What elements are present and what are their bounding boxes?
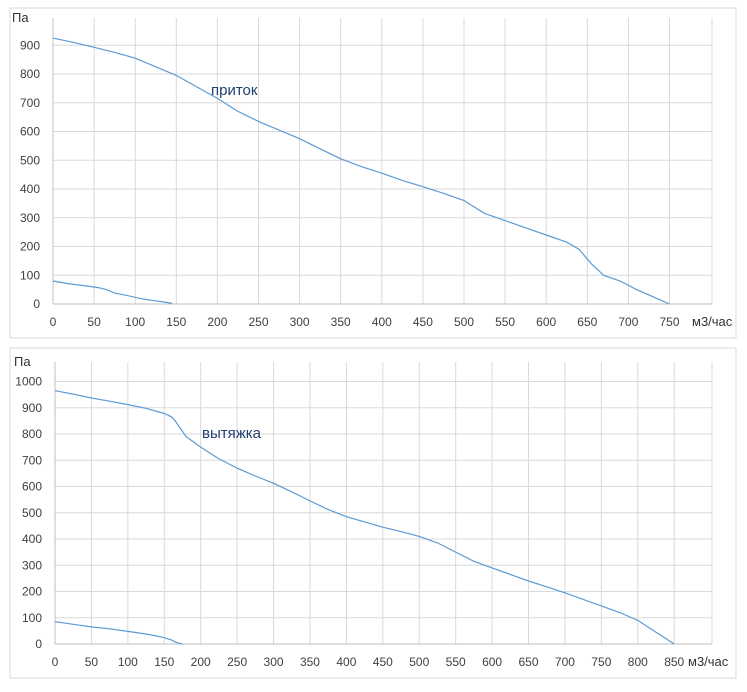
y-axis-label: Па <box>14 354 31 369</box>
y-tick-label: 500 <box>22 506 42 520</box>
x-tick-label: 200 <box>191 655 211 669</box>
x-axis-unit: м3/час <box>688 654 729 669</box>
x-tick-label: 400 <box>336 655 356 669</box>
curve-annotation: вытяжка <box>202 425 262 442</box>
x-tick-label: 100 <box>118 655 138 669</box>
chart-exhaust-panel: 0 50 100 150 200 250 300 350 400 450 500 550 600 650 7… <box>0 344 747 692</box>
x-tick-label: 550 <box>495 315 515 329</box>
x-tick-label: 300 <box>290 315 310 329</box>
x-tick-label: 200 <box>207 315 227 329</box>
y-tick-label: 200 <box>20 240 40 254</box>
x-tick-label: 0 <box>52 655 59 669</box>
x-tick-label: 350 <box>331 315 351 329</box>
chart-supply: 0 50 100 150 200 250 300 350 400 450 500 550 600 650 7… <box>9 7 737 339</box>
x-tick-label: 500 <box>454 315 474 329</box>
y-tick-label: 800 <box>22 427 42 441</box>
y-tick-label: 500 <box>20 153 40 167</box>
chart-exhaust: 0 50 100 150 200 250 300 350 400 450 500 550 600 650 7… <box>9 347 737 679</box>
y-tick-label: 700 <box>22 453 42 467</box>
x-tick-label: 300 <box>264 655 284 669</box>
x-tick-label: 250 <box>248 315 268 329</box>
y-axis-label: Па <box>12 10 29 25</box>
curve-annotation: приток <box>211 82 258 99</box>
x-tick-label: 650 <box>577 315 597 329</box>
x-tick-label: 0 <box>50 315 57 329</box>
x-tick-label: 750 <box>591 655 611 669</box>
x-axis-unit: м3/час <box>692 314 733 329</box>
y-tick-label: 600 <box>22 480 42 494</box>
y-tick-label: 300 <box>20 211 40 225</box>
x-tick-label: 50 <box>85 655 99 669</box>
y-tick-label: 900 <box>20 38 40 52</box>
x-tick-label: 600 <box>536 315 556 329</box>
x-tick-label: 800 <box>628 655 648 669</box>
y-tick-label: 300 <box>22 558 42 572</box>
x-tick-label: 100 <box>125 315 145 329</box>
x-tick-label: 650 <box>519 655 539 669</box>
x-tick-label: 550 <box>446 655 466 669</box>
x-tick-label: 700 <box>555 655 575 669</box>
series-line-0 <box>54 390 675 645</box>
chart-supply-panel: 0 50 100 150 200 250 300 350 400 450 500 550 600 650 7… <box>0 0 747 340</box>
x-tick-label: 350 <box>300 655 320 669</box>
y-tick-label: 400 <box>20 182 40 196</box>
x-tick-label: 400 <box>372 315 392 329</box>
x-tick-label: 150 <box>154 655 174 669</box>
x-tick-label: 750 <box>659 315 679 329</box>
x-tick-label: 850 <box>664 655 684 669</box>
x-tick-label: 700 <box>618 315 638 329</box>
y-tick-label: 700 <box>20 96 40 110</box>
x-tick-label: 50 <box>87 315 101 329</box>
y-tick-label: 0 <box>33 297 40 311</box>
chart-frame <box>9 7 737 339</box>
chart-frame <box>9 347 737 679</box>
series-line-0 <box>52 37 670 305</box>
x-tick-label: 600 <box>482 655 502 669</box>
series-line-1 <box>54 621 183 645</box>
y-tick-label: 1000 <box>15 375 42 389</box>
y-tick-label: 600 <box>20 125 40 139</box>
y-tick-label: 400 <box>22 532 42 546</box>
y-tick-label: 100 <box>20 268 40 282</box>
y-tick-label: 800 <box>20 67 40 81</box>
x-tick-label: 500 <box>409 655 429 669</box>
series-line-1 <box>52 280 173 304</box>
x-tick-label: 450 <box>413 315 433 329</box>
x-tick-label: 150 <box>166 315 186 329</box>
y-tick-label: 100 <box>22 611 42 625</box>
y-tick-label: 0 <box>35 637 42 651</box>
x-tick-label: 450 <box>373 655 393 669</box>
y-tick-label: 200 <box>22 585 42 599</box>
x-tick-label: 250 <box>227 655 247 669</box>
y-tick-label: 900 <box>22 401 42 415</box>
